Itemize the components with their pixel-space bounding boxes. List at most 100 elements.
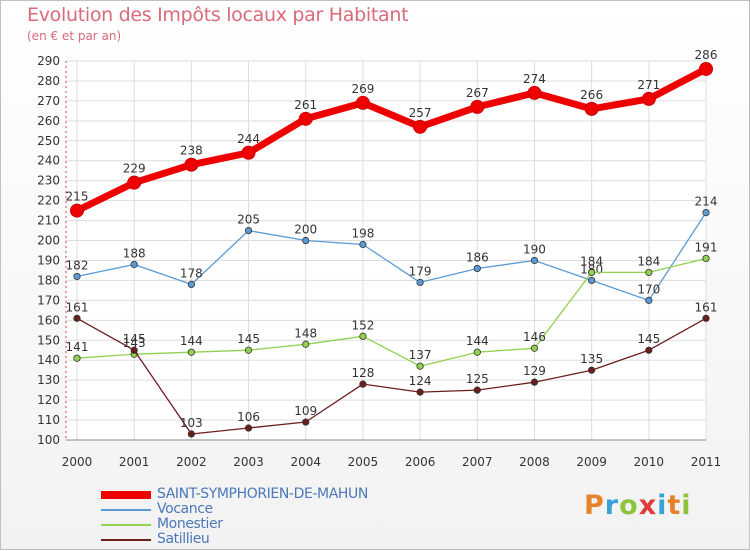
data-point xyxy=(244,226,253,235)
legend-swatch xyxy=(101,524,151,526)
data-label: 214 xyxy=(695,195,718,209)
data-point xyxy=(645,268,653,277)
data-label: 238 xyxy=(180,144,203,158)
data-point xyxy=(702,254,710,263)
data-label: 190 xyxy=(523,242,546,256)
y-tick-label: 160 xyxy=(37,313,60,327)
data-label: 145 xyxy=(237,332,260,346)
series-line xyxy=(76,317,707,435)
data-label: 215 xyxy=(66,190,89,204)
x-tick-label: 2002 xyxy=(176,455,207,469)
data-point xyxy=(73,314,81,322)
y-tick-label: 260 xyxy=(37,114,60,128)
x-tick-label: 2001 xyxy=(119,455,150,469)
data-label: 103 xyxy=(180,416,203,430)
data-point xyxy=(359,240,367,249)
data-label: 266 xyxy=(580,88,603,102)
data-label: 125 xyxy=(466,372,489,386)
data-point xyxy=(588,276,596,285)
y-tick-label: 230 xyxy=(37,174,60,188)
data-point xyxy=(355,95,370,110)
legend-label: SAINT-SYMPHORIEN-DE-MAHUN xyxy=(157,486,368,502)
data-label: 141 xyxy=(66,340,89,354)
data-label: 137 xyxy=(409,348,432,362)
data-label: 244 xyxy=(237,132,260,146)
data-point xyxy=(187,430,195,438)
data-label: 271 xyxy=(637,78,660,92)
legend-swatch xyxy=(101,491,151,499)
y-tick-label: 290 xyxy=(37,54,60,68)
data-label: 200 xyxy=(294,223,317,237)
data-label: 145 xyxy=(123,332,146,346)
logo-letter: i xyxy=(657,490,668,521)
data-label: 161 xyxy=(695,300,718,314)
data-point xyxy=(302,236,310,245)
data-point xyxy=(530,256,539,265)
data-point xyxy=(473,348,481,356)
data-point xyxy=(470,99,485,114)
data-label: 152 xyxy=(351,318,374,332)
y-tick-label: 180 xyxy=(37,273,60,287)
data-label: 178 xyxy=(180,266,203,280)
data-point xyxy=(302,340,310,348)
x-tick-label: 2009 xyxy=(576,455,607,469)
data-point xyxy=(73,272,81,281)
data-point xyxy=(130,346,138,354)
data-label: 161 xyxy=(66,300,89,314)
data-label: 144 xyxy=(466,334,489,348)
x-tick-label: 2007 xyxy=(462,455,493,469)
y-tick-label: 200 xyxy=(37,234,60,248)
data-label: 261 xyxy=(294,98,317,112)
data-label: 184 xyxy=(580,254,603,268)
y-tick-label: 140 xyxy=(37,353,60,367)
data-label: 269 xyxy=(351,82,374,96)
y-tick-label: 220 xyxy=(37,194,60,208)
x-tick-label: 2008 xyxy=(519,455,550,469)
y-tick-label: 170 xyxy=(37,293,60,307)
data-label: 186 xyxy=(466,250,489,264)
data-label: 106 xyxy=(237,410,260,424)
data-label: 170 xyxy=(637,282,660,296)
data-label: 145 xyxy=(637,332,660,346)
data-point xyxy=(127,175,142,190)
logo-letter: r xyxy=(604,490,620,521)
y-tick-label: 100 xyxy=(37,433,60,447)
logo-letter: o xyxy=(619,490,639,521)
data-point xyxy=(187,348,195,356)
data-label: 182 xyxy=(66,258,89,272)
series-line xyxy=(73,65,710,215)
data-point xyxy=(702,314,710,322)
legend-swatch xyxy=(101,509,151,511)
data-point xyxy=(298,111,313,126)
x-tick-label: 2011 xyxy=(691,455,722,469)
data-label: 146 xyxy=(523,330,546,344)
data-label: 184 xyxy=(637,254,660,268)
data-label: 267 xyxy=(466,86,489,100)
legend-label: Satillieu xyxy=(157,531,210,547)
legend-label: Monestier xyxy=(157,516,223,532)
data-point xyxy=(473,264,481,273)
y-tick-label: 270 xyxy=(37,94,60,108)
data-point xyxy=(130,260,138,269)
series-line xyxy=(76,211,707,302)
data-point xyxy=(416,278,424,287)
data-label: 205 xyxy=(237,213,260,227)
y-tick-label: 110 xyxy=(37,413,60,427)
data-point xyxy=(530,344,539,352)
legend: SAINT-SYMPHORIEN-DE-MAHUN Vocance Monestie… xyxy=(101,486,431,547)
y-tick-label: 190 xyxy=(37,253,60,267)
data-label: 124 xyxy=(409,374,432,388)
data-point xyxy=(584,101,599,116)
data-label: 198 xyxy=(351,227,374,241)
data-label: 129 xyxy=(523,364,546,378)
data-point xyxy=(413,119,428,134)
data-point xyxy=(244,424,253,432)
data-point xyxy=(187,280,195,289)
data-point xyxy=(641,91,656,106)
data-label: 144 xyxy=(180,334,203,348)
data-point xyxy=(359,332,367,340)
legend-item: Satillieu xyxy=(101,531,431,547)
data-label: 109 xyxy=(294,404,317,418)
chart-title: Evolution des Impôts locaux par Habitant xyxy=(27,4,409,26)
data-label: 286 xyxy=(695,48,718,62)
